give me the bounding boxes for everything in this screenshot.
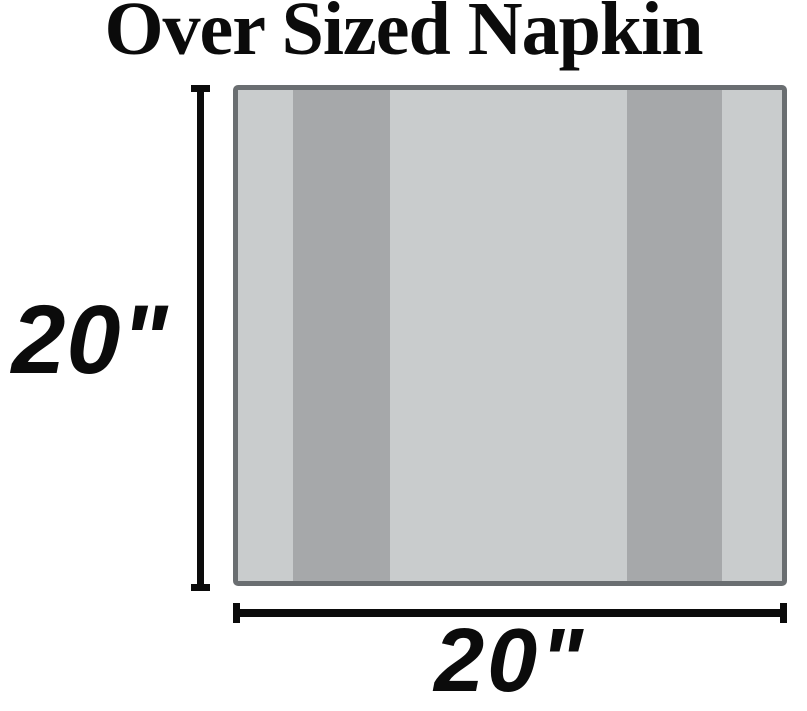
napkin-swatch — [233, 85, 787, 586]
left-light-stripe — [238, 90, 293, 581]
napkin-stripes — [238, 90, 782, 581]
height-dimension-top-cap — [191, 85, 210, 92]
center-light-panel — [389, 90, 627, 581]
height-dimension-line — [197, 85, 204, 591]
width-dimension-left-cap — [233, 603, 240, 623]
height-dimension-label: 20" — [11, 285, 169, 394]
width-dimension-line — [233, 609, 787, 617]
height-dimension-bottom-cap — [191, 584, 210, 591]
right-dark-stripe — [626, 90, 723, 581]
right-light-stripe — [722, 90, 782, 581]
left-dark-stripe — [292, 90, 390, 581]
width-dimension-right-cap — [780, 603, 787, 623]
width-dimension-label: 20" — [434, 611, 586, 711]
page-title: Over Sized Napkin — [104, 0, 703, 71]
